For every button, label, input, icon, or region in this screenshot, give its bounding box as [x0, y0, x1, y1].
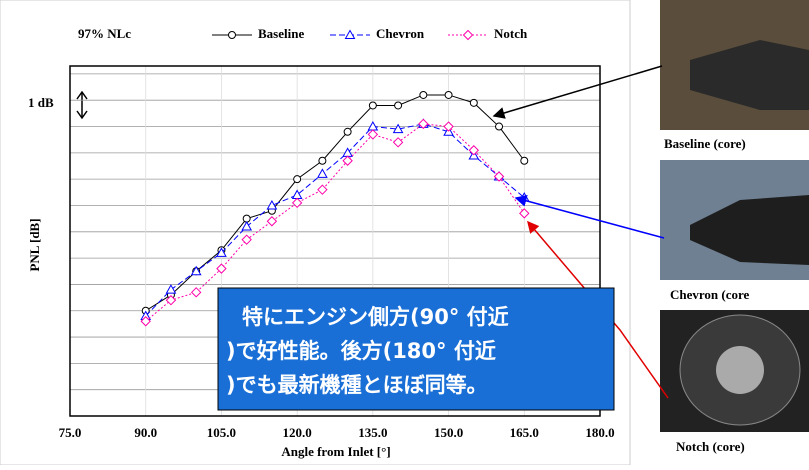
chart: 97% NLc Angle from Inlet [°] PNL [dB] 1 …	[0, 0, 809, 465]
x-tick-label: 165.0	[510, 425, 539, 440]
data-point	[445, 91, 452, 98]
chart-title: 97% NLc	[78, 26, 131, 41]
legend-marker	[229, 32, 236, 39]
x-tick-label: 180.0	[585, 425, 614, 440]
photo-caption: Chevron (core	[670, 287, 750, 302]
x-tick-label: 105.0	[207, 425, 236, 440]
data-point	[470, 99, 477, 106]
x-tick-label: 90.0	[134, 425, 157, 440]
scale-label: 1 dB	[28, 95, 54, 110]
x-tick-label: 120.0	[283, 425, 312, 440]
data-point	[420, 91, 427, 98]
x-tick-label: 135.0	[358, 425, 387, 440]
data-point	[294, 176, 301, 183]
data-point	[521, 157, 528, 164]
data-point	[496, 123, 503, 130]
data-point	[395, 102, 402, 109]
photo-caption: Notch (core)	[676, 439, 745, 454]
legend-label: Baseline	[258, 26, 304, 41]
annotation-line: 特にエンジン側方(90° 付近	[242, 305, 509, 329]
x-tick-label: 150.0	[434, 425, 463, 440]
photos: Baseline (core) Chevron (core Notch (cor…	[660, 0, 809, 454]
x-tick-label: 75.0	[59, 425, 82, 440]
engine-shape	[716, 346, 764, 394]
data-point	[369, 102, 376, 109]
legend-label: Chevron	[376, 26, 425, 41]
y-axis-label: PNL [dB]	[27, 218, 42, 271]
legend-label: Notch	[494, 26, 528, 41]
photo-caption: Baseline (core)	[664, 136, 746, 151]
annotation-line: )でも最新機種とほぼ同等。	[226, 373, 488, 397]
x-axis-label: Angle from Inlet [°]	[281, 444, 390, 459]
annotation-line: )で好性能。後方(180° 付近	[226, 339, 496, 363]
data-point	[344, 128, 351, 135]
data-point	[319, 157, 326, 164]
